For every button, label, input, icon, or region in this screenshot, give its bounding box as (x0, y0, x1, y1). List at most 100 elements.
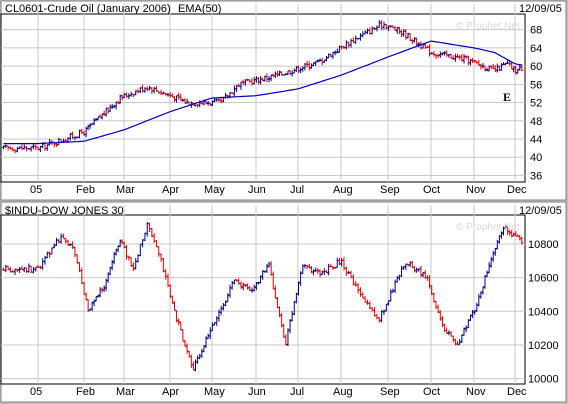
price-bar (246, 283, 250, 290)
x-tick-label: Mar (116, 184, 135, 196)
price-bar (175, 95, 179, 103)
price-bar (118, 94, 122, 104)
price-bar (179, 321, 183, 331)
x-tick-label: Jul (290, 386, 304, 398)
top-grid (1, 4, 525, 182)
y-tick-label: 10400 (528, 306, 559, 318)
price-bar (412, 37, 416, 43)
price-bar (86, 299, 90, 312)
price-bar (45, 251, 49, 259)
x-tick-label: Jul (290, 184, 304, 196)
price-bar (29, 146, 33, 152)
ema-line (3, 40, 522, 145)
price-bar (110, 103, 114, 109)
x-tick-label: Sep (380, 184, 400, 196)
price-bar (440, 52, 444, 56)
price-bar (462, 327, 466, 336)
price-bar (159, 89, 163, 96)
price-bar (237, 83, 241, 88)
y-tick-label: 56 (530, 79, 542, 91)
price-bar (172, 301, 176, 311)
price-bar (443, 51, 447, 56)
top-price-bars (2, 20, 524, 154)
x-tick-label: May (204, 386, 225, 398)
price-bar (329, 53, 333, 58)
y-tick-label: 48 (530, 116, 542, 128)
x-tick-label: Nov (466, 386, 486, 398)
price-bar (246, 78, 250, 82)
price-bar (73, 136, 77, 141)
price-bar (243, 283, 247, 287)
y-tick-label: 10600 (528, 273, 559, 285)
price-bar (333, 50, 337, 56)
y-tick-label: 44 (530, 134, 542, 146)
price-bar (127, 93, 131, 100)
price-bar (520, 236, 524, 245)
x-tick-label: Oct (423, 386, 440, 398)
price-bar (134, 90, 138, 96)
x-tick-label: Mar (116, 386, 135, 398)
price-bar (64, 138, 68, 142)
price-bar (397, 26, 401, 35)
price-bar (273, 285, 277, 299)
price-bar (296, 281, 300, 296)
price-bar (148, 85, 152, 91)
price-bar (384, 303, 388, 312)
price-bar (50, 247, 54, 255)
price-bar (210, 322, 214, 332)
price-bar (102, 285, 106, 292)
price-bar (451, 55, 455, 61)
price-bar (335, 48, 339, 54)
price-bar (150, 227, 154, 238)
top-y-axis-labels: 36 40 44 48 52 56 60 64 68 (530, 25, 542, 183)
price-bar (316, 59, 320, 63)
top-watermark: © Prophet.Net (456, 21, 520, 32)
top-chart-title: CL0601-Crude Oil (January 2006) (5, 3, 171, 15)
price-bar (377, 20, 381, 28)
x-tick-label: Aug (333, 386, 353, 398)
price-bar (239, 281, 243, 289)
price-bar (477, 59, 481, 66)
price-bar (15, 268, 19, 273)
price-bar (13, 268, 17, 275)
price-bar (462, 54, 466, 64)
price-bar (259, 275, 263, 284)
price-bar (354, 35, 358, 44)
price-bar (312, 62, 316, 66)
price-bar (120, 94, 124, 101)
price-bar (275, 70, 279, 77)
price-bar (168, 92, 172, 98)
price-bar (487, 262, 491, 274)
price-bar (179, 93, 183, 101)
price-bar (168, 284, 172, 299)
x-tick-label: 05 (30, 184, 42, 196)
y-tick-label: 60 (530, 61, 542, 73)
price-bar (27, 147, 31, 150)
y-tick-label: 36 (530, 170, 542, 182)
price-bar (61, 233, 65, 239)
x-tick-label: Feb (76, 386, 95, 398)
y-tick-label: 10000 (528, 374, 559, 386)
price-bar (278, 70, 282, 77)
price-bar (294, 66, 298, 72)
price-bar (181, 98, 185, 102)
x-tick-label: Dec (507, 184, 527, 196)
price-bar (471, 309, 475, 318)
price-bar (66, 239, 70, 246)
price-bar (92, 299, 96, 307)
y-tick-label: 52 (530, 98, 542, 110)
x-tick-label: Dec (507, 386, 527, 398)
price-bar (90, 301, 94, 312)
price-bar (329, 263, 333, 268)
bottom-x-axis-labels: 05 Feb Mar Apr May Jun Jul Aug Sep Oct Nov Dec (30, 386, 527, 398)
price-bar (464, 55, 468, 60)
top-x-axis-labels: 05 Feb Mar Apr May Jun Jul Aug Sep Oct Nov Dec (30, 184, 527, 196)
price-bar (436, 53, 440, 59)
top-annotation-e: E (503, 90, 511, 104)
price-bar (157, 90, 161, 94)
price-bar (118, 239, 122, 248)
price-bar (248, 285, 252, 292)
top-date-label: 12/09/05 (519, 3, 562, 15)
x-tick-label: Aug (333, 184, 353, 196)
